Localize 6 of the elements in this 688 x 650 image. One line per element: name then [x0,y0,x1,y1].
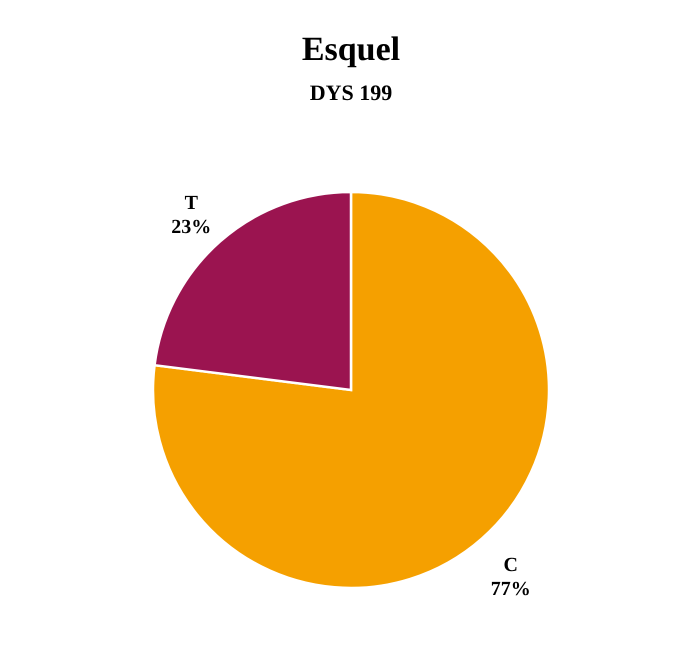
chart-title: Esquel [302,31,400,68]
chart-subtitle: DYS 199 [310,80,392,105]
data-label: 23% [171,216,212,238]
slice-label: T [184,192,199,214]
data-label: 77% [490,578,531,600]
slice-label: C [504,554,518,576]
